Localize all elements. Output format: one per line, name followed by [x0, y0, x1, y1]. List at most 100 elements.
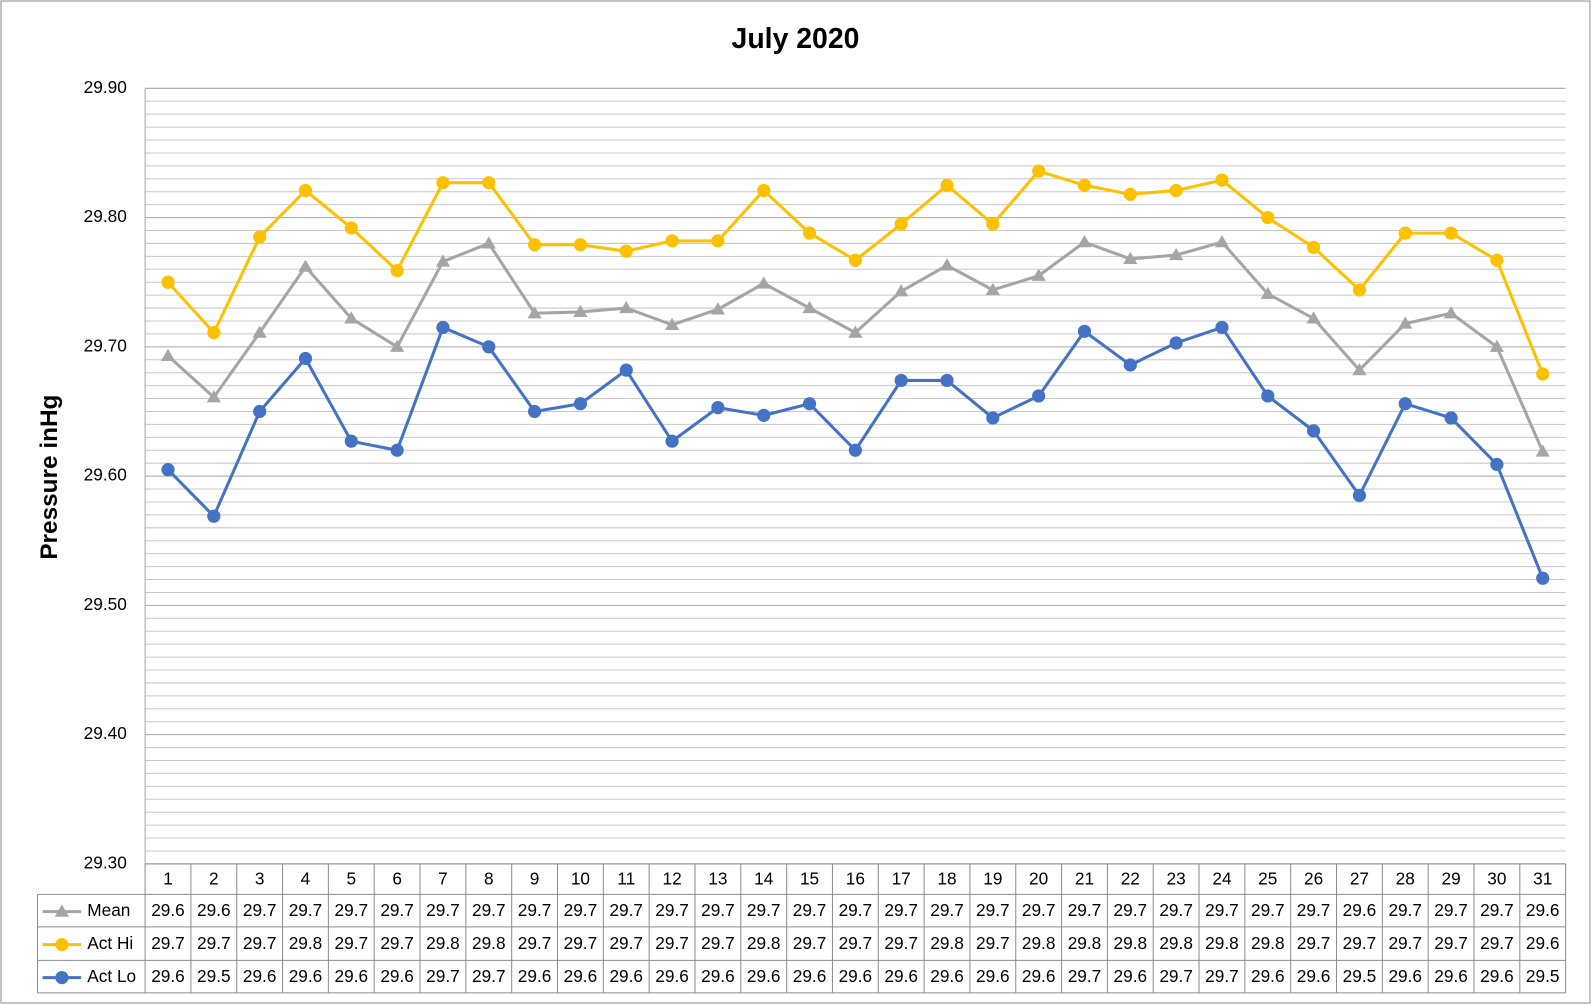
data-point	[1398, 226, 1412, 240]
data-point	[1215, 173, 1229, 187]
x-tick-label: 6	[392, 869, 402, 889]
data-point	[573, 397, 588, 411]
data-point	[527, 306, 542, 319]
data-point	[619, 300, 634, 314]
data-point	[711, 401, 725, 415]
table-value: 29.6	[701, 966, 735, 986]
table-value: 29.7	[472, 966, 506, 986]
data-point	[160, 348, 176, 361]
data-point	[757, 183, 771, 198]
data-point	[1352, 488, 1367, 503]
table-value: 29.8	[289, 933, 323, 953]
y-tick-label: 29.70	[84, 335, 127, 355]
table-value: 29.6	[197, 900, 231, 920]
table-value: 29.7	[930, 900, 964, 920]
x-tick-label: 19	[983, 869, 1002, 889]
x-tick-label: 11	[617, 869, 635, 889]
x-tick-label: 15	[800, 869, 819, 889]
y-tick-label: 29.80	[84, 206, 127, 226]
table-value: 29.7	[1297, 900, 1331, 920]
data-point	[940, 178, 954, 192]
data-point	[344, 311, 359, 324]
y-tick-label: 29.50	[84, 594, 127, 614]
data-point	[1215, 320, 1229, 335]
table-value: 29.7	[1480, 933, 1514, 953]
table-value: 29.7	[839, 900, 873, 920]
table-value: 29.7	[1205, 966, 1239, 986]
data-point	[1307, 424, 1321, 438]
table-value: 29.7	[747, 900, 781, 920]
table-value: 29.7	[518, 933, 552, 953]
data-point	[298, 259, 313, 272]
table-value: 29.7	[335, 900, 369, 920]
y-tick-label: 29.30	[84, 852, 127, 872]
table-value: 29.7	[1388, 933, 1422, 953]
data-point	[848, 253, 862, 267]
table-value: 29.7	[472, 900, 506, 920]
data-point	[253, 404, 267, 419]
table-value: 29.7	[1205, 900, 1239, 920]
x-tick-label: 4	[301, 869, 311, 889]
data-point	[802, 300, 817, 314]
data-point	[344, 221, 358, 235]
table-value: 29.6	[1434, 966, 1468, 986]
x-tick-label: 26	[1304, 869, 1323, 889]
x-tick-label: 1	[163, 869, 173, 889]
data-point	[390, 339, 405, 352]
data-point	[1306, 311, 1321, 324]
data-point	[206, 390, 221, 403]
table-value: 29.7	[701, 933, 735, 953]
table-value: 29.7	[564, 900, 598, 920]
table-value: 29.7	[243, 900, 277, 920]
data-point	[161, 463, 175, 477]
data-point	[1214, 235, 1230, 248]
table-value: 29.7	[1159, 966, 1193, 986]
data-point	[940, 373, 954, 388]
table-value: 29.7	[380, 933, 414, 953]
table-value: 29.7	[609, 900, 643, 920]
legend-marker	[54, 904, 69, 917]
data-point	[482, 176, 496, 190]
table-value: 29.6	[1526, 900, 1560, 920]
y-tick-label: 29.40	[84, 723, 127, 743]
data-point	[207, 326, 221, 340]
x-tick-label: 20	[1029, 869, 1048, 889]
table-value: 29.6	[793, 966, 827, 986]
data-point	[1307, 240, 1321, 254]
table-value: 29.7	[884, 900, 918, 920]
data-point	[573, 304, 588, 318]
table-value: 29.8	[1068, 933, 1102, 953]
table-value: 29.7	[426, 966, 460, 986]
y-tick-label: 29.90	[84, 77, 127, 97]
table-value: 29.7	[793, 900, 827, 920]
table-value: 29.7	[884, 933, 918, 953]
table-value: 29.7	[1114, 900, 1148, 920]
data-point	[665, 234, 679, 248]
x-tick-label: 30	[1487, 869, 1506, 889]
x-tick-label: 29	[1441, 869, 1460, 889]
table-value: 29.8	[1114, 933, 1148, 953]
data-point	[1077, 235, 1092, 248]
table-value: 29.7	[380, 900, 414, 920]
table-value: 29.8	[930, 933, 964, 953]
data-point	[939, 258, 955, 271]
table-value: 29.8	[1251, 933, 1285, 953]
x-tick-label: 22	[1121, 869, 1140, 889]
data-point	[1032, 389, 1046, 403]
table-value: 29.6	[1480, 966, 1514, 986]
legend-marker	[55, 971, 69, 985]
legend-label: Act Hi	[87, 933, 133, 953]
table-value: 29.7	[655, 900, 689, 920]
data-point	[1123, 358, 1137, 372]
table-value: 29.7	[289, 900, 323, 920]
x-tick-label: 17	[892, 869, 911, 889]
legend-label: Act Lo	[87, 966, 136, 986]
data-point	[1032, 164, 1046, 178]
table-value: 29.7	[839, 933, 873, 953]
chart-title: July 2020	[732, 23, 860, 55]
data-point	[711, 234, 725, 248]
x-tick-label: 5	[347, 869, 357, 889]
data-point	[619, 363, 633, 377]
table-value: 29.7	[1297, 933, 1331, 953]
